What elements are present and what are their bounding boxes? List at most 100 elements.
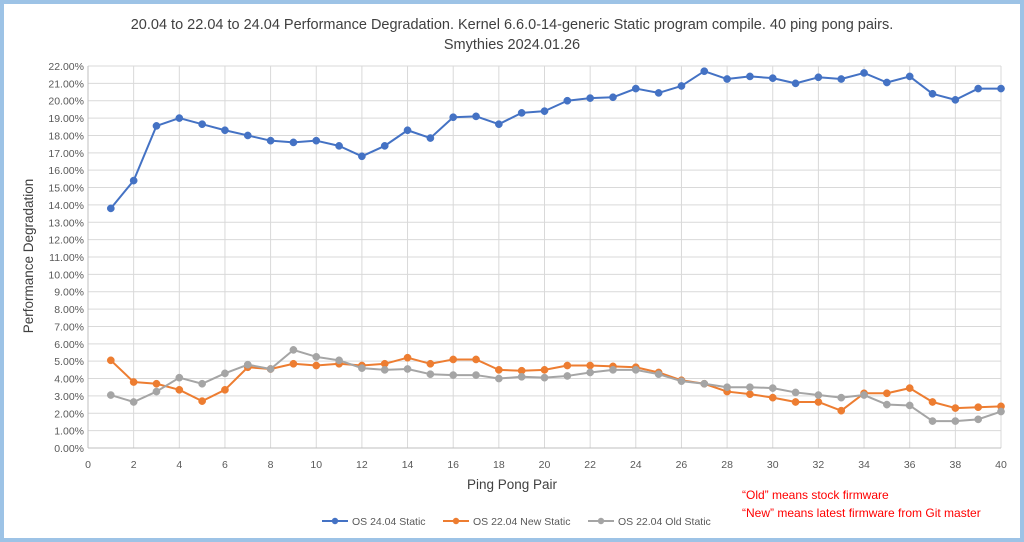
data-point [106,204,115,213]
data-point [426,359,435,368]
legend-label: OS 24.04 Static [352,516,426,528]
data-point [175,385,184,394]
data-point [563,372,572,380]
data-point [563,361,572,370]
x-tick-label: 2 [131,459,137,471]
data-point [129,398,138,406]
data-point [495,120,503,129]
data-point [768,74,777,83]
x-tick-label: 10 [310,459,322,471]
data-point [449,355,458,364]
data-point [106,391,115,399]
legend-label: OS 22.04 New Static [473,516,570,528]
data-point [951,404,960,412]
data-point [289,359,298,368]
series-line [110,356,1002,412]
x-tick-label: 20 [539,459,551,471]
data-point [974,415,983,424]
data-point [495,374,503,383]
data-point [472,112,480,121]
legend-marker [597,517,605,525]
data-point [951,417,960,425]
y-axis-title: Performance Degradation [21,179,36,334]
y-tick-label: 2.00% [54,408,84,420]
data-point [700,67,709,76]
x-tick-label: 8 [268,459,274,471]
data-point [152,387,161,396]
x-axis-ticks: 0 2 4 6 8 10 12 14 16 18 20 22 24 26 28 30 32 34 36 38 40 [85,459,1007,471]
y-tick-label: 9.00% [54,287,84,299]
data-point [586,361,595,370]
data-point [449,371,458,379]
data-point [814,398,823,406]
data-point [426,134,435,142]
data-point [654,370,663,379]
data-point [175,114,184,122]
x-axis-title: Ping Pong Pair [467,477,558,492]
chart-frame: 20.04 to 22.04 to 24.04 Performance Degr… [4,4,1020,538]
x-tick-label: 30 [767,459,779,471]
series-0 [106,67,1005,213]
series-2 [106,346,1005,425]
data-point [974,403,983,412]
y-tick-label: 1.00% [54,426,84,438]
data-point [266,136,275,145]
x-tick-label: 12 [356,459,368,471]
chart-title: 20.04 to 22.04 to 24.04 Performance Degr… [131,17,894,33]
x-tick-label: 22 [584,459,596,471]
data-point [723,75,731,83]
data-point [175,373,184,382]
data-point [266,365,275,373]
data-point [540,373,549,382]
series-line [110,348,1002,423]
data-point [974,84,983,93]
data-point [106,356,115,365]
data-point [403,126,412,135]
data-point [837,75,846,83]
data-point [746,72,754,81]
x-tick-label: 6 [222,459,228,471]
data-point [198,379,206,388]
data-point [426,370,435,379]
y-tick-label: 17.00% [48,148,84,160]
y-tick-label: 12.00% [48,235,84,247]
data-point [152,122,161,130]
data-point [883,78,891,87]
y-tick-label: 6.00% [54,339,84,351]
y-tick-label: 14.00% [48,200,84,212]
chart: 20.04 to 22.04 to 24.04 Performance Degr… [21,17,1007,528]
y-tick-label: 15.00% [48,183,84,195]
x-tick-label: 36 [904,459,916,471]
data-point [221,369,229,378]
data-point [403,353,412,362]
x-tick-label: 0 [85,459,91,471]
data-point [358,364,366,372]
data-point [152,379,161,388]
x-tick-label: 16 [447,459,459,471]
data-point [449,113,458,122]
data-point [791,388,800,397]
data-point [768,393,777,402]
data-point [791,79,800,88]
y-tick-label: 10.00% [48,269,84,281]
data-point [905,384,914,392]
y-tick-label: 18.00% [48,130,84,142]
data-point [746,390,754,399]
data-point [928,89,937,98]
data-point [677,377,686,385]
legend-marker [331,517,339,525]
x-tick-label: 24 [630,459,642,471]
data-point [814,73,823,82]
data-point [723,383,731,392]
data-point [540,366,549,374]
y-tick-label: 5.00% [54,356,84,368]
data-point [586,94,595,102]
data-point [631,84,640,93]
data-point [860,391,868,399]
data-point [563,96,572,105]
data-point [312,352,321,361]
data-point [951,96,960,104]
data-point [631,366,640,374]
data-point [380,366,389,374]
series-1 [106,353,1005,415]
